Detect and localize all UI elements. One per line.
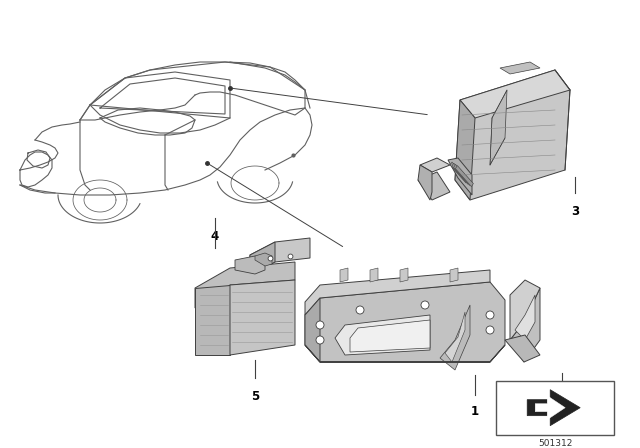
Text: 4: 4 (211, 230, 219, 243)
Polygon shape (455, 70, 570, 200)
Polygon shape (510, 280, 540, 340)
Polygon shape (448, 158, 472, 195)
Polygon shape (340, 268, 348, 282)
Text: 5: 5 (251, 390, 259, 403)
Polygon shape (305, 298, 320, 362)
Polygon shape (305, 345, 505, 362)
Polygon shape (230, 280, 295, 355)
Circle shape (486, 311, 494, 319)
Polygon shape (250, 242, 275, 275)
Circle shape (316, 321, 324, 329)
Text: 501312: 501312 (538, 439, 572, 448)
Polygon shape (335, 315, 430, 355)
Polygon shape (235, 256, 265, 274)
Text: 1: 1 (471, 405, 479, 418)
Polygon shape (250, 238, 310, 275)
Polygon shape (527, 390, 580, 426)
Polygon shape (452, 163, 470, 184)
Polygon shape (400, 268, 408, 282)
Polygon shape (420, 158, 450, 172)
Polygon shape (418, 165, 432, 200)
Polygon shape (450, 268, 458, 282)
Polygon shape (535, 396, 565, 420)
Polygon shape (350, 320, 430, 352)
Polygon shape (255, 253, 272, 266)
Circle shape (421, 301, 429, 309)
Polygon shape (305, 270, 490, 315)
Polygon shape (445, 312, 465, 362)
Polygon shape (440, 305, 470, 370)
Polygon shape (515, 295, 535, 340)
Text: 6: 6 (558, 405, 566, 418)
Polygon shape (505, 335, 540, 362)
Polygon shape (454, 164, 472, 185)
Polygon shape (490, 90, 507, 165)
Polygon shape (510, 288, 540, 362)
Polygon shape (418, 172, 450, 200)
Bar (496, 381, 614, 435)
Circle shape (356, 306, 364, 314)
Polygon shape (460, 70, 570, 118)
Polygon shape (370, 268, 378, 282)
Polygon shape (500, 62, 540, 74)
Polygon shape (195, 285, 230, 355)
Polygon shape (456, 166, 474, 187)
Polygon shape (305, 282, 505, 362)
Polygon shape (195, 262, 295, 308)
Text: 3: 3 (571, 205, 579, 218)
Circle shape (316, 336, 324, 344)
Circle shape (486, 326, 494, 334)
Polygon shape (450, 162, 468, 183)
Polygon shape (455, 100, 475, 200)
